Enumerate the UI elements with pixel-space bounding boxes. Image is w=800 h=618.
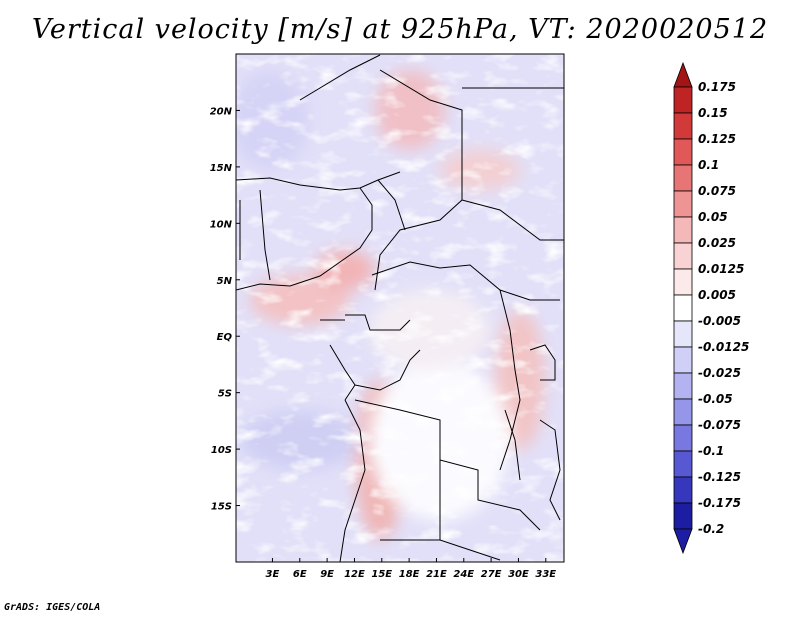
colorbar-label: -0.175 [698,496,741,510]
footer-credit: GrADS: IGES/COLA [4,602,101,613]
colorbar-label: -0.125 [698,470,741,484]
colorbar-label: 0.15 [698,106,728,120]
x-tick-label: 27E [481,569,502,580]
x-tick-label: 24E [453,569,474,580]
colorbar-swatch [673,216,693,244]
y-tick-label: 10S [211,445,232,456]
colorbar-swatch [673,424,693,452]
colorbar-swatch [673,112,693,140]
colorbar-label: 0.005 [698,288,736,302]
y-axis: 20N 15N 10N 5N EQ 5S 10S 15S [210,106,240,513]
colorbar-legend: 0.175 0.15 0.125 0.1 0.075 0.05 0.025 0.0125 0.0… [673,61,749,555]
colorbar-swatch [673,294,693,322]
x-tick-label: 9E [320,569,334,580]
x-tick-label: 12E [344,569,365,580]
colorbar-label: 0.075 [698,184,736,198]
colorbar-label: 0.1 [698,158,719,172]
colorbar-swatch [673,450,693,478]
y-tick-label: 15S [211,502,232,513]
y-tick-label: EQ [217,332,233,343]
y-tick-label: 5S [218,389,232,400]
colorbar-label: -0.1 [698,444,724,458]
colorbar-swatch [673,398,693,426]
colorbar-swatch [673,164,693,192]
colorbar-label: 0.025 [698,236,736,250]
colorbar-top-arrow [673,61,693,88]
map-frame [235,53,565,563]
colorbar-label: -0.075 [698,418,741,432]
colorbar-swatch [673,372,693,400]
colorbar-swatch [673,190,693,218]
colorbar-swatch [673,346,693,374]
x-tick-label: 3E [266,569,280,580]
x-tick-label: 15E [371,569,392,580]
colorbar-swatch [673,502,693,530]
y-tick-label: 10N [210,219,233,230]
colorbar-swatch [673,86,693,114]
colorbar-label: -0.0125 [698,340,749,354]
colorbar-swatch [673,268,693,296]
colorbar-label: 0.0125 [698,262,744,276]
colorbar-label: -0.025 [698,366,741,380]
colorbar-swatch [673,476,693,504]
colorbar-label: -0.05 [698,392,733,406]
y-tick-label: 20N [210,106,233,117]
x-tick-label: 33E [535,569,556,580]
colorbar-bottom-arrow [673,528,693,555]
vertical-velocity-field [236,54,564,562]
colorbar-label: 0.175 [698,80,736,94]
x-tick-label: 18E [399,569,420,580]
colorbar-label: 0.05 [698,210,728,224]
colorbar-swatch [673,138,693,166]
y-tick-label: 5N [217,276,233,287]
colorbar-swatch [673,320,693,348]
x-tick-label: 30E [508,569,529,580]
x-axis: 3E 6E 9E 12E 15E 18E 21E 24E 27E 30E 33E [266,558,556,580]
colorbar-label: -0.2 [698,522,724,536]
y-tick-label: 15N [210,163,233,174]
colorbar-label: 0.125 [698,132,736,146]
x-tick-label: 21E [426,569,447,580]
colorbar-label: -0.005 [698,314,741,328]
x-tick-label: 6E [293,569,307,580]
map-title: Vertical velocity [m/s] at 925hPa, VT: 2… [31,14,769,45]
colorbar-swatch [673,242,693,270]
